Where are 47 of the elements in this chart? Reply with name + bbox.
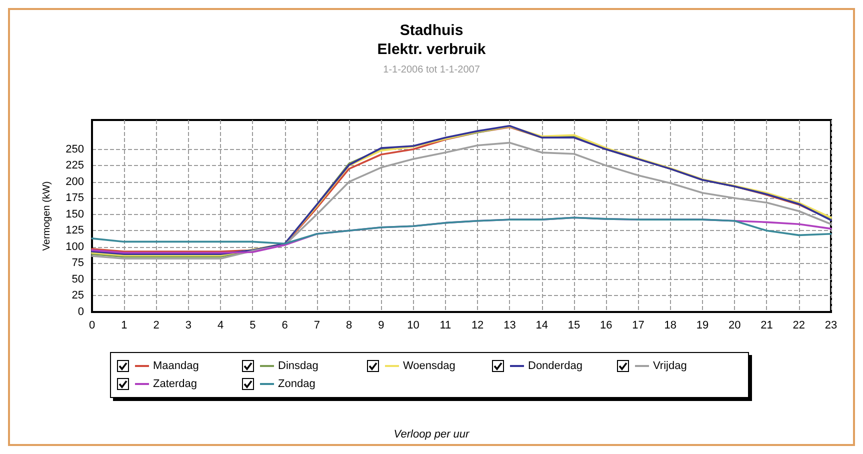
x-tick-label: 14	[536, 320, 548, 332]
x-tick-label: 18	[664, 320, 676, 332]
x-tick-label: 6	[282, 320, 288, 332]
legend-label: Dinsdag	[278, 360, 318, 372]
y-tick-label: 50	[72, 273, 84, 286]
legend-label: Zaterdag	[153, 378, 198, 390]
x-tick-label: 16	[600, 320, 612, 332]
x-tick-label: 5	[250, 320, 256, 332]
x-tick-label: 1	[121, 320, 128, 332]
chart-title: Stadhuis Elektr. verbruik	[377, 22, 486, 58]
legend-label: Vrijdag	[653, 360, 687, 372]
x-tick-label: 2	[153, 320, 160, 332]
y-tick-label: 0	[78, 306, 84, 318]
x-tick-label: 0	[88, 320, 96, 332]
x-tick-label: 12	[471, 320, 484, 332]
x-tick-label: 11	[440, 320, 452, 332]
x-tick-label: 23	[824, 320, 838, 332]
x-tick-label: 9	[378, 320, 384, 332]
x-tick-label: 17	[632, 320, 644, 332]
legend-label: Woensdag	[403, 360, 456, 372]
y-tick-label: 125	[66, 224, 84, 237]
legend-label: Zondag	[278, 378, 316, 390]
x-tick-label: 7	[314, 320, 320, 332]
x-tick-label: 19	[696, 320, 709, 332]
y-tick-label: 225	[66, 160, 84, 172]
y-tick-label: 75	[72, 257, 84, 270]
x-tick-label: 15	[568, 320, 580, 332]
x-tick-label: 4	[217, 320, 224, 332]
y-tick-label: 100	[66, 240, 84, 253]
y-tick-label: 250	[66, 143, 84, 156]
chart-subtitle: 1-1-2006 tot 1-1-2007	[383, 64, 480, 76]
text: Verloop per uur	[394, 428, 471, 440]
x-tick-label: 10	[407, 320, 420, 332]
y-tick-label: 200	[66, 176, 84, 188]
x-tick-label: 8	[346, 320, 352, 332]
x-tick-label: 20	[728, 320, 741, 332]
y-tick-label: 25	[72, 290, 84, 302]
x-tick-label: 3	[185, 320, 192, 332]
y-axis-title: Vermogen (kW)	[42, 181, 52, 251]
legend-label: Maandag	[153, 360, 199, 372]
legend-label: Donderdag	[528, 360, 582, 372]
y-tick-label: 175	[66, 192, 84, 204]
x-tick-label: 22	[792, 320, 805, 332]
y-tick-label: 150	[66, 208, 84, 220]
x-tick-label: 13	[504, 320, 516, 332]
line-series	[91, 216, 832, 245]
x-tick-label: 21	[760, 320, 773, 332]
